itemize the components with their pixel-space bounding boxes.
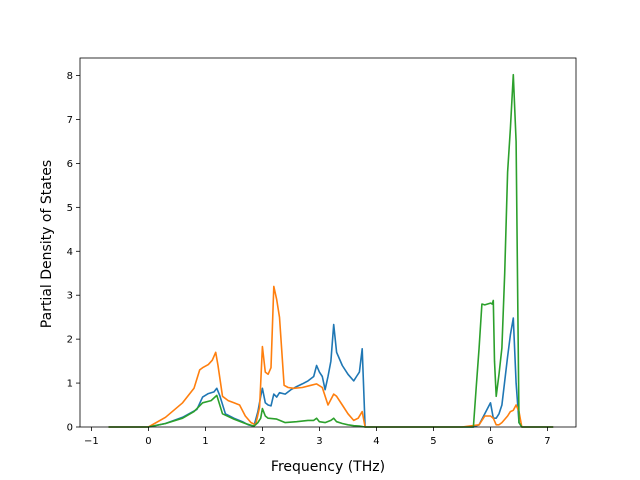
y-tick-label: 8 bbox=[67, 71, 73, 82]
x-tick-label: 0 bbox=[145, 436, 151, 447]
series-line-2 bbox=[108, 285, 554, 428]
plot-area bbox=[108, 73, 554, 428]
y-axis-ticks: 0 1 2 3 4 5 6 7 8 bbox=[67, 71, 80, 434]
x-tick-label: −1 bbox=[84, 436, 99, 447]
y-tick-label: 1 bbox=[67, 379, 73, 390]
x-tick-label: 3 bbox=[316, 436, 322, 447]
x-axis-label: Frequency (THz) bbox=[271, 459, 385, 475]
y-tick-label: 7 bbox=[67, 115, 73, 126]
y-tick-label: 4 bbox=[67, 247, 73, 258]
y-tick-label: 6 bbox=[67, 159, 73, 170]
x-tick-label: 4 bbox=[373, 436, 379, 447]
x-tick-label: 1 bbox=[202, 436, 208, 447]
y-tick-label: 2 bbox=[67, 335, 73, 346]
y-tick-label: 3 bbox=[67, 291, 73, 302]
x-axis-ticks: −1 0 1 2 3 4 5 6 7 bbox=[84, 427, 551, 447]
series-line-3 bbox=[108, 73, 554, 428]
x-tick-label: 2 bbox=[259, 436, 265, 447]
y-axis-label: Partial Density of States bbox=[39, 160, 55, 328]
x-tick-label: 7 bbox=[544, 436, 550, 447]
plot-frame bbox=[79, 57, 577, 428]
x-tick-label: 6 bbox=[487, 436, 493, 447]
series-line-1 bbox=[108, 317, 554, 428]
y-tick-label: 5 bbox=[67, 203, 73, 214]
y-tick-label: 0 bbox=[67, 423, 73, 434]
x-tick-label: 5 bbox=[430, 436, 436, 447]
